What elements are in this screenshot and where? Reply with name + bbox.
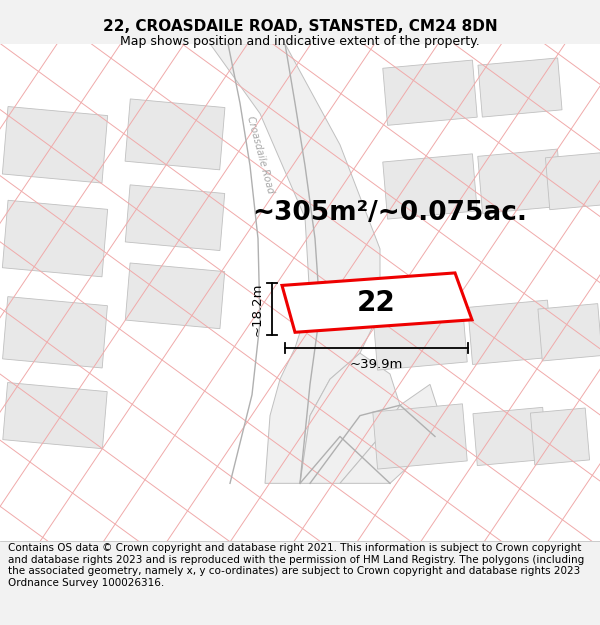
Polygon shape <box>468 300 552 364</box>
Polygon shape <box>125 185 225 251</box>
Polygon shape <box>545 152 600 210</box>
Polygon shape <box>125 263 225 329</box>
Polygon shape <box>383 154 477 219</box>
Polygon shape <box>300 353 400 483</box>
Polygon shape <box>3 382 107 449</box>
Polygon shape <box>373 305 467 370</box>
Polygon shape <box>473 408 547 466</box>
Text: ~18.2m: ~18.2m <box>251 282 264 336</box>
Polygon shape <box>373 404 467 469</box>
Text: 22, CROASDAILE ROAD, STANSTED, CM24 8DN: 22, CROASDAILE ROAD, STANSTED, CM24 8DN <box>103 19 497 34</box>
Text: Contains OS data © Crown copyright and database right 2021. This information is : Contains OS data © Crown copyright and d… <box>8 543 584 588</box>
Text: Map shows position and indicative extent of the property.: Map shows position and indicative extent… <box>120 36 480 48</box>
Text: ~305m²/~0.075ac.: ~305m²/~0.075ac. <box>253 199 527 226</box>
Polygon shape <box>2 200 107 277</box>
Polygon shape <box>478 58 562 117</box>
Polygon shape <box>383 60 477 126</box>
Polygon shape <box>2 297 107 368</box>
Polygon shape <box>282 273 472 332</box>
Polygon shape <box>340 384 440 483</box>
Text: Croasdaile Road: Croasdaile Road <box>245 116 275 195</box>
Polygon shape <box>530 408 590 465</box>
Text: 22: 22 <box>356 289 395 317</box>
Polygon shape <box>210 44 380 483</box>
Polygon shape <box>125 99 225 170</box>
Polygon shape <box>538 304 600 361</box>
Polygon shape <box>478 149 562 213</box>
Polygon shape <box>2 106 107 183</box>
Text: ~39.9m: ~39.9m <box>350 358 403 371</box>
